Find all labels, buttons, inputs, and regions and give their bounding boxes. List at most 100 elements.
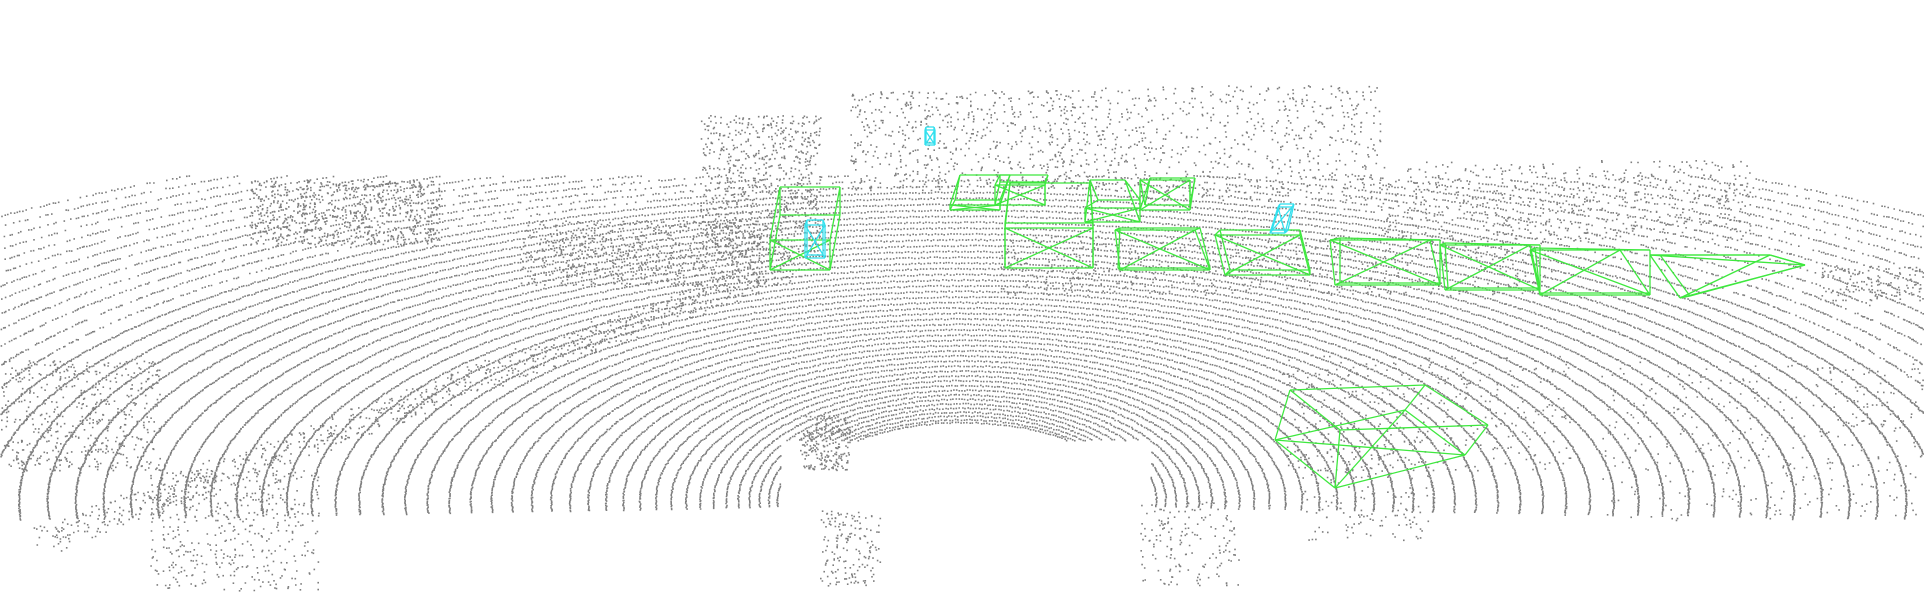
box-edge — [1289, 384, 1426, 391]
box-edge — [1439, 244, 1446, 291]
box-edge — [1004, 227, 1094, 269]
box-edge — [769, 239, 831, 271]
car-box-3[interactable] — [994, 174, 1049, 206]
box-edge — [1529, 249, 1651, 296]
lidar-points — [0, 85, 1924, 592]
box-edge — [1679, 254, 1771, 299]
car-box-9[interactable] — [1329, 237, 1441, 286]
box-edge — [999, 174, 1011, 206]
box-edge — [1224, 234, 1301, 276]
box-edge — [1334, 409, 1406, 489]
box-edge — [1114, 229, 1121, 271]
pedestrian-box-2[interactable] — [804, 219, 826, 259]
box-edge — [1291, 203, 1295, 208]
lidar-point-set — [0, 85, 1924, 592]
box-edge — [1424, 384, 1489, 426]
box-edge — [1464, 424, 1489, 456]
car-box-10[interactable] — [1439, 242, 1541, 291]
detection-boxes — [769, 126, 1806, 489]
box-edge — [1124, 179, 1141, 201]
box-edge — [1274, 409, 1406, 441]
box-edge — [1274, 439, 1336, 489]
car-box-11[interactable] — [1529, 247, 1651, 296]
box-edge — [1274, 439, 1466, 456]
box-edge — [1124, 179, 1141, 223]
box-edge — [1334, 454, 1466, 489]
box-edge — [1214, 229, 1221, 236]
box-edge — [1299, 229, 1311, 271]
box-edge — [1139, 177, 1151, 211]
box-edge — [1529, 249, 1541, 296]
box-edge — [829, 186, 841, 241]
box-edge — [1084, 199, 1099, 209]
box-edge — [1139, 179, 1146, 206]
box-edge — [1299, 234, 1311, 276]
box-edge — [1329, 239, 1336, 286]
box-edge — [1689, 264, 1806, 297]
box-edge — [1339, 424, 1489, 431]
box-edge — [949, 174, 961, 206]
box-edge — [1089, 179, 1099, 201]
box-edge — [1769, 254, 1806, 266]
box-edge — [949, 204, 1001, 211]
car-box-12[interactable] — [1649, 254, 1806, 299]
box-edge — [1444, 242, 1541, 246]
pedestrian-box-3[interactable] — [1269, 203, 1295, 234]
box-edge — [1219, 229, 1231, 271]
box-edge — [1199, 227, 1211, 269]
box-edge — [1139, 179, 1191, 211]
car-box-5[interactable] — [1084, 179, 1141, 223]
box-edge — [1404, 409, 1466, 456]
box-edge — [1194, 229, 1211, 271]
box-edge — [1539, 249, 1621, 296]
box-edge — [1439, 244, 1541, 291]
box-edge — [1444, 242, 1449, 289]
pedestrian-box-1[interactable] — [924, 126, 936, 146]
car-box-1[interactable] — [769, 186, 841, 271]
box-edge — [1334, 429, 1341, 489]
box-edge — [1004, 182, 1011, 229]
box-edge — [994, 174, 1001, 186]
box-edge — [1189, 177, 1196, 211]
box-edge — [769, 186, 781, 241]
box-edge — [1277, 206, 1286, 234]
box-edge — [1084, 207, 1141, 223]
box-edge — [1649, 254, 1806, 266]
box-edge — [924, 129, 936, 146]
box-edge — [822, 219, 826, 226]
box-edge — [1339, 237, 1441, 241]
car-box-6[interactable] — [1139, 177, 1196, 211]
box-edge — [1269, 206, 1279, 234]
box-edge — [1274, 389, 1291, 441]
box-edge — [1429, 239, 1441, 286]
box-edge — [994, 184, 1046, 206]
box-edge — [924, 126, 927, 131]
box-edge — [1194, 227, 1201, 231]
box-edge — [1117, 227, 1121, 269]
box-edge — [1289, 389, 1341, 431]
box-edge — [994, 181, 1001, 206]
car-box-7[interactable] — [1114, 227, 1211, 271]
car-box-13[interactable] — [1274, 384, 1489, 489]
box-edge — [1287, 203, 1295, 231]
box-edge — [1334, 239, 1431, 286]
box-edge — [1619, 249, 1651, 296]
box-edge — [1444, 244, 1531, 291]
box-edge — [1084, 179, 1091, 223]
box-edge — [1659, 254, 1691, 297]
box-edge — [829, 214, 841, 271]
box-edge — [1214, 234, 1226, 276]
box-edge — [933, 126, 936, 131]
box-edge — [1284, 206, 1293, 234]
box-edge — [1649, 254, 1681, 299]
box-edge — [1329, 239, 1441, 286]
car-box-4[interactable] — [1004, 182, 1094, 269]
box-edge — [1404, 384, 1426, 411]
box-edge — [1117, 267, 1121, 271]
box-edge — [804, 219, 808, 226]
box-edge — [1534, 247, 1541, 294]
box-edge — [1114, 229, 1211, 271]
box-edge — [804, 224, 826, 259]
